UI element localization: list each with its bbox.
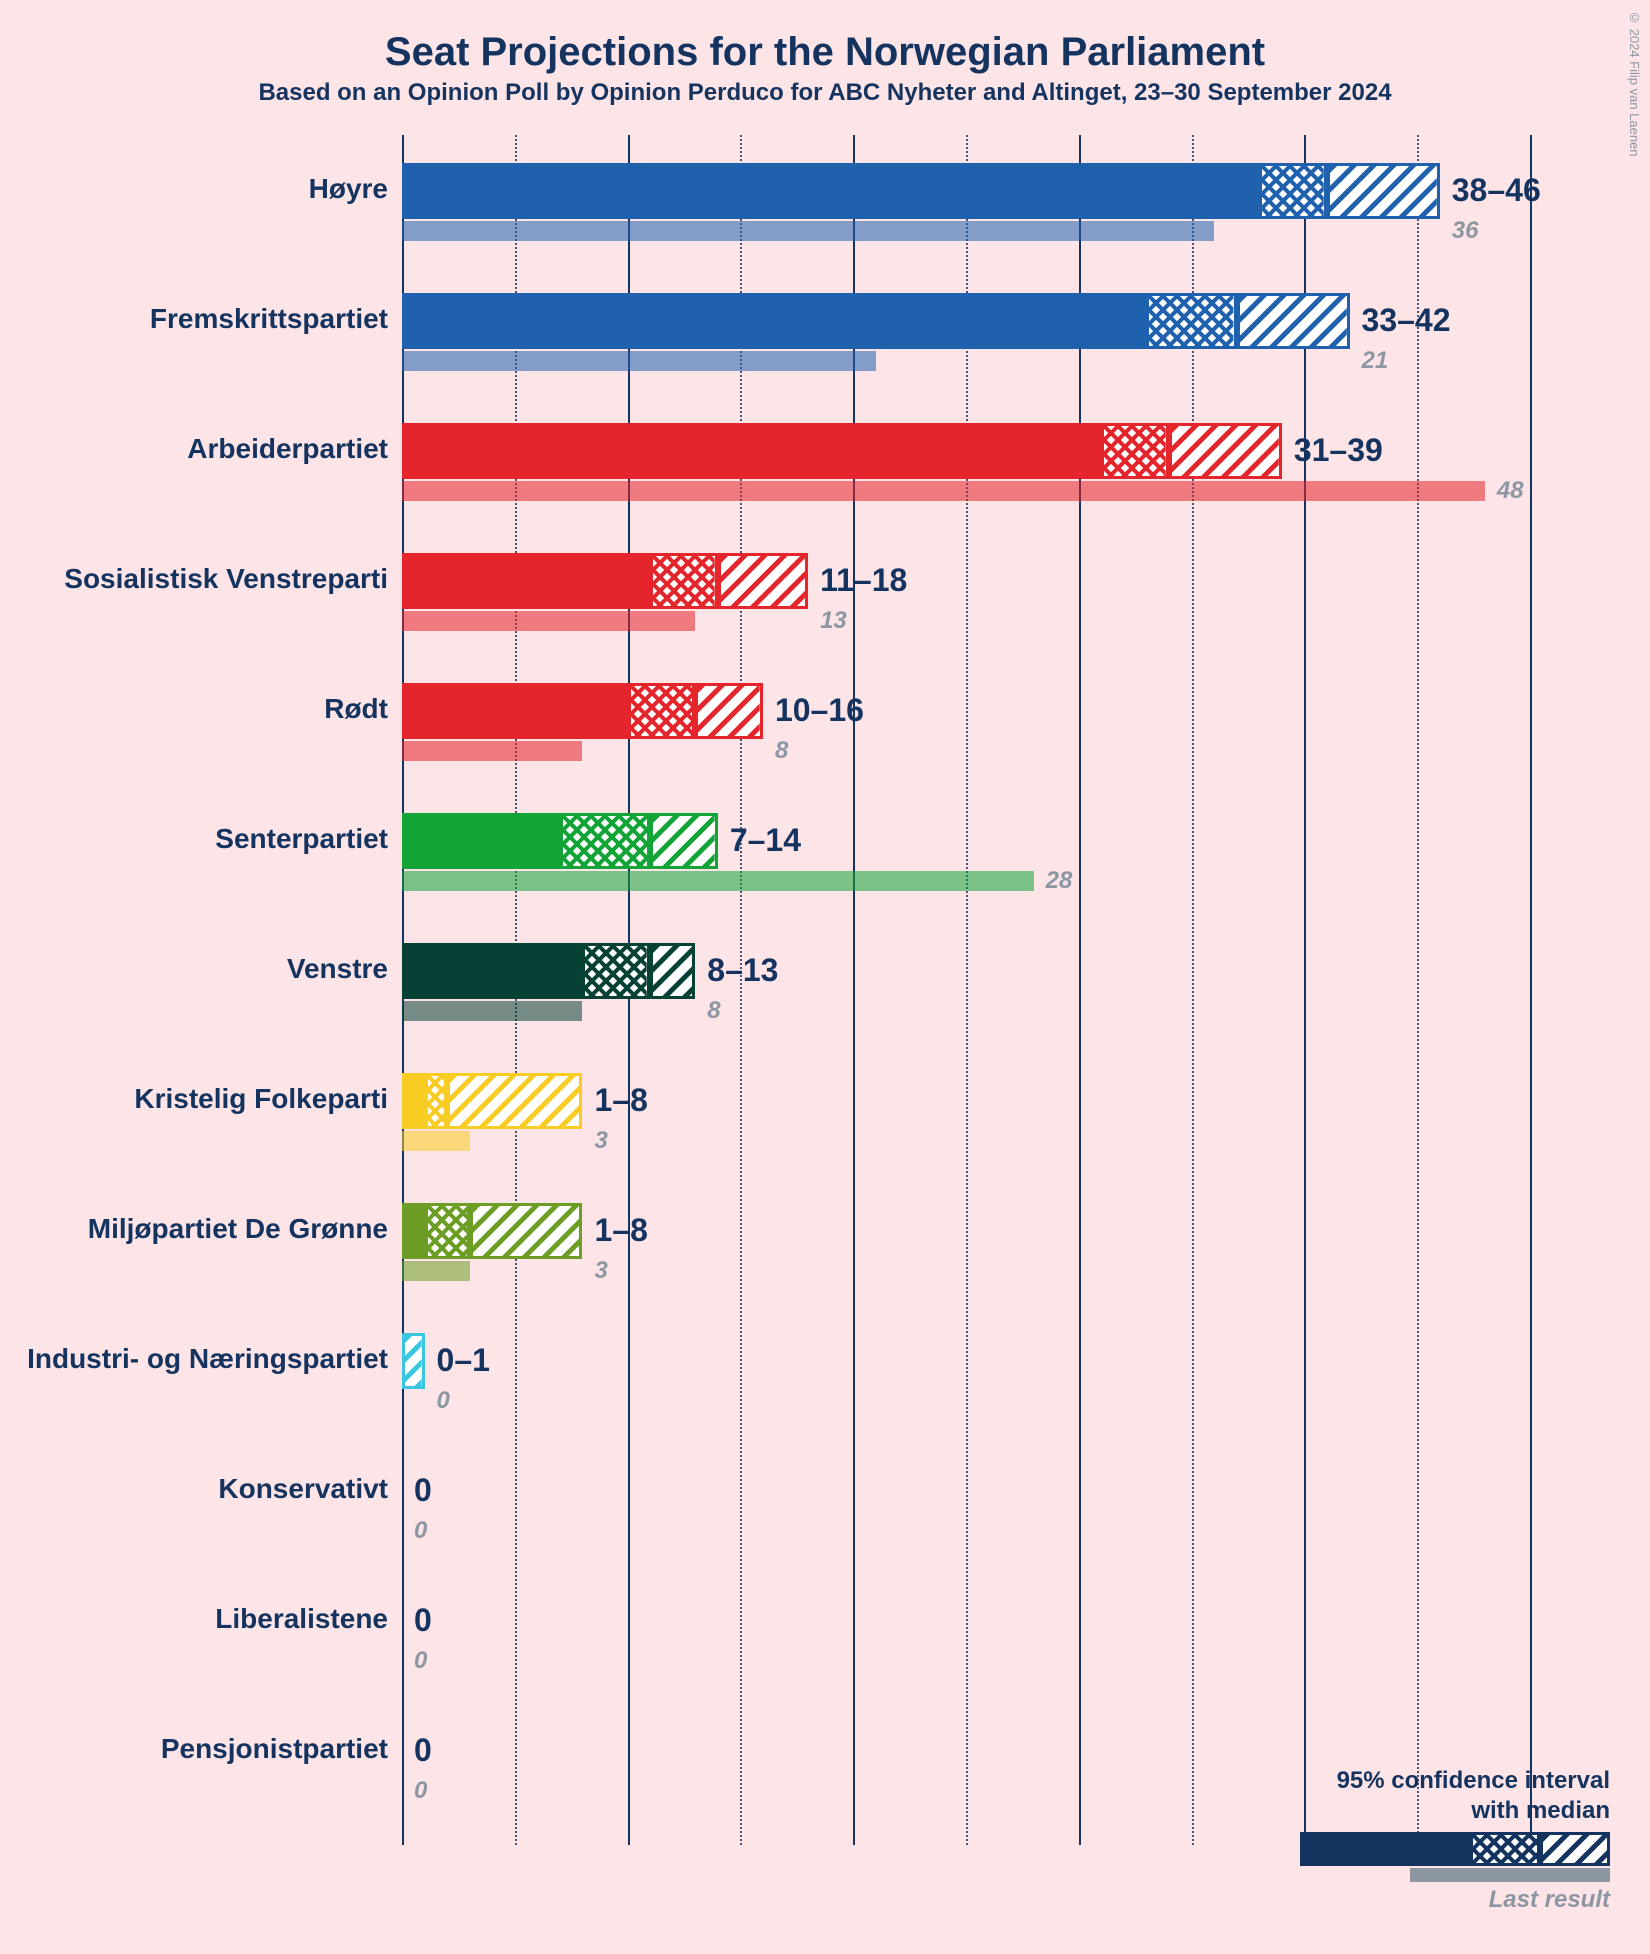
- chart-area: Høyre 38–46 36 Fremskrittspartiet 33–42 21 Arb…: [0, 135, 1650, 1915]
- last-result-label: 8: [707, 997, 720, 1025]
- range-label: 11–18: [820, 562, 907, 599]
- legend-ci-line1: 95% confidence interval: [1300, 1766, 1610, 1796]
- bar-ci-cross: [628, 683, 696, 739]
- bar-last-result: [402, 611, 695, 631]
- last-result-label: 36: [1452, 217, 1479, 245]
- bar-ci-cross: [650, 553, 718, 609]
- chart-title: Seat Projections for the Norwegian Parli…: [0, 0, 1650, 75]
- last-result-label: 3: [594, 1127, 607, 1155]
- last-result-label: 48: [1497, 477, 1524, 505]
- last-result-label: 13: [820, 607, 847, 635]
- bar-ci-solid: [402, 293, 1146, 349]
- range-label: 31–39: [1294, 432, 1383, 469]
- bar-ci-solid: [402, 553, 650, 609]
- bar-last-result: [402, 871, 1034, 891]
- chart-subtitle: Based on an Opinion Poll by Opinion Perd…: [0, 79, 1650, 107]
- range-label: 0: [414, 1732, 432, 1769]
- party-label: Sosialistisk Venstreparti: [64, 563, 388, 595]
- legend: 95% confidence interval with median Last…: [1300, 1766, 1610, 1914]
- bar-ci-diag: [402, 1333, 425, 1389]
- bar-ci-diag: [650, 813, 718, 869]
- party-label: Høyre: [309, 173, 388, 205]
- bar-ci-solid: [402, 1073, 425, 1129]
- range-label: 1–8: [594, 1212, 647, 1249]
- bar-ci-diag: [650, 943, 695, 999]
- last-result-label: 0: [414, 1647, 427, 1675]
- bar-ci-diag: [470, 1203, 583, 1259]
- last-result-label: 0: [437, 1387, 450, 1415]
- gridline-minor: [740, 135, 742, 1845]
- bar-ci-cross: [1146, 293, 1236, 349]
- bar-last-result: [402, 221, 1214, 241]
- bar-ci-cross: [425, 1203, 470, 1259]
- bar-ci-diag: [1237, 293, 1350, 349]
- party-label: Senterpartiet: [215, 823, 388, 855]
- party-label: Konservativt: [218, 1473, 388, 1505]
- bar-ci-solid: [402, 683, 628, 739]
- bar-ci-solid: [402, 943, 582, 999]
- range-label: 38–46: [1452, 172, 1541, 209]
- legend-ci-line2: with median: [1300, 1796, 1610, 1826]
- last-result-label: 21: [1362, 347, 1389, 375]
- bar-last-result: [402, 1001, 582, 1021]
- party-label: Arbeiderpartiet: [187, 433, 388, 465]
- bar-ci-cross: [582, 943, 650, 999]
- party-label: Kristelig Folkeparti: [134, 1083, 388, 1115]
- bar-last-result: [402, 1131, 470, 1151]
- bar-ci-solid: [402, 423, 1101, 479]
- gridline-major: [1304, 135, 1306, 1845]
- bar-ci-diag: [718, 553, 808, 609]
- legend-ci-bar: [1300, 1832, 1610, 1866]
- bar-last-result: [402, 1261, 470, 1281]
- bar-last-result: [402, 351, 876, 371]
- bar-ci-solid: [402, 1203, 425, 1259]
- legend-last-bar: [1410, 1868, 1610, 1882]
- last-result-label: 3: [594, 1257, 607, 1285]
- party-label: Pensjonistpartiet: [161, 1733, 388, 1765]
- party-label: Fremskrittspartiet: [150, 303, 388, 335]
- last-result-label: 8: [775, 737, 788, 765]
- range-label: 8–13: [707, 952, 778, 989]
- party-label: Rødt: [324, 693, 388, 725]
- bar-last-result: [402, 741, 582, 761]
- range-label: 7–14: [730, 822, 801, 859]
- gridline-minor: [966, 135, 968, 1845]
- party-label: Venstre: [287, 953, 388, 985]
- last-result-label: 28: [1046, 867, 1073, 895]
- range-label: 10–16: [775, 692, 864, 729]
- gridline-major: [1530, 135, 1532, 1845]
- gridline-major: [1079, 135, 1081, 1845]
- range-label: 0–1: [437, 1342, 490, 1379]
- bar-ci-cross: [425, 1073, 448, 1129]
- last-result-label: 0: [414, 1777, 427, 1805]
- last-result-label: 0: [414, 1517, 427, 1545]
- bar-ci-diag: [1169, 423, 1282, 479]
- party-label: Liberalistene: [215, 1603, 388, 1635]
- bar-ci-solid: [402, 813, 560, 869]
- bar-ci-diag: [447, 1073, 582, 1129]
- bar-ci-cross: [1259, 163, 1327, 219]
- gridline-major: [853, 135, 855, 1845]
- party-label: Miljøpartiet De Grønne: [88, 1213, 388, 1245]
- gridline-minor: [1192, 135, 1194, 1845]
- bar-ci-diag: [1327, 163, 1440, 219]
- party-label: Industri- og Næringspartiet: [27, 1343, 388, 1375]
- bar-last-result: [402, 481, 1485, 501]
- bar-ci-solid: [402, 163, 1259, 219]
- range-label: 0: [414, 1472, 432, 1509]
- gridline-minor: [1417, 135, 1419, 1845]
- range-label: 33–42: [1362, 302, 1451, 339]
- range-label: 0: [414, 1602, 432, 1639]
- legend-last-text: Last result: [1300, 1886, 1610, 1914]
- bar-ci-cross: [1101, 423, 1169, 479]
- bar-ci-diag: [695, 683, 763, 739]
- bar-ci-cross: [560, 813, 650, 869]
- range-label: 1–8: [594, 1082, 647, 1119]
